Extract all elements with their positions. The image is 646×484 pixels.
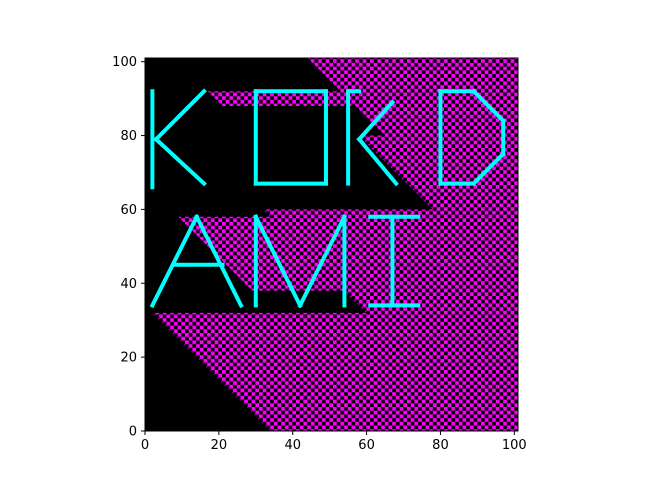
checker-bands-layer <box>152 58 518 431</box>
checker-band-5 <box>359 135 518 284</box>
letter-k-stroke-2 <box>153 136 207 187</box>
plot-frame <box>144 57 519 432</box>
y-tick-label: 20 <box>120 351 137 366</box>
letter-d-stroke-4 <box>470 151 507 187</box>
letter-m <box>253 214 348 309</box>
y-tick-label: 40 <box>120 277 137 292</box>
x-tick-label: 0 <box>141 438 149 453</box>
letter-o <box>253 89 328 186</box>
y-tick-label: 100 <box>112 55 137 70</box>
y-axis: 0 20 40 60 80 100 <box>112 55 145 440</box>
x-tick-label: 60 <box>358 438 375 453</box>
x-tick-label: 20 <box>211 438 228 453</box>
checker-band-2 <box>207 91 382 107</box>
x-axis: 0 20 40 60 80 100 <box>141 431 527 453</box>
letter-a-stroke-0 <box>149 214 200 309</box>
x-tick-label: 100 <box>502 438 527 453</box>
letter-r <box>346 89 399 187</box>
x-tick-label: 40 <box>284 438 301 453</box>
letter-i <box>368 214 421 308</box>
letter-r-stroke-2 <box>356 99 396 143</box>
letter-k <box>150 88 207 190</box>
letter-m-stroke-1 <box>253 214 303 309</box>
y-tick-label: 0 <box>129 425 137 440</box>
x-tick-label: 80 <box>432 438 449 453</box>
letter-a-stroke-1 <box>194 214 244 309</box>
y-tick-label: 60 <box>120 203 137 218</box>
letter-d-stroke-2 <box>470 88 507 124</box>
y-tick-label: 80 <box>120 129 137 144</box>
letters-layer <box>149 88 507 309</box>
letter-m-stroke-2 <box>297 214 348 309</box>
letter-a <box>149 214 244 309</box>
letter-r-stroke-3 <box>356 136 399 187</box>
letter-d <box>438 88 507 187</box>
letter-k-stroke-1 <box>153 88 207 143</box>
